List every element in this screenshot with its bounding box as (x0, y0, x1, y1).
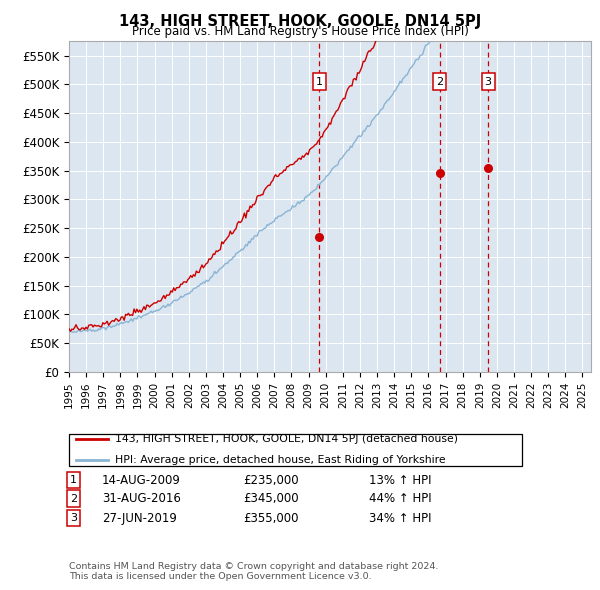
Text: 44% ↑ HPI: 44% ↑ HPI (369, 492, 431, 505)
Text: 2: 2 (70, 494, 77, 503)
Text: 34% ↑ HPI: 34% ↑ HPI (369, 512, 431, 525)
Text: 13% ↑ HPI: 13% ↑ HPI (369, 474, 431, 487)
Text: 3: 3 (70, 513, 77, 523)
Text: 2: 2 (436, 77, 443, 87)
Text: 31-AUG-2016: 31-AUG-2016 (102, 492, 181, 505)
Text: 1: 1 (316, 77, 323, 87)
Text: 14-AUG-2009: 14-AUG-2009 (102, 474, 181, 487)
Text: Price paid vs. HM Land Registry's House Price Index (HPI): Price paid vs. HM Land Registry's House … (131, 25, 469, 38)
Text: £235,000: £235,000 (243, 474, 299, 487)
Text: 143, HIGH STREET, HOOK, GOOLE, DN14 5PJ (detached house): 143, HIGH STREET, HOOK, GOOLE, DN14 5PJ … (115, 434, 458, 444)
Text: £355,000: £355,000 (243, 512, 299, 525)
Text: 27-JUN-2019: 27-JUN-2019 (102, 512, 177, 525)
Text: 1: 1 (70, 476, 77, 485)
Text: Contains HM Land Registry data © Crown copyright and database right 2024.
This d: Contains HM Land Registry data © Crown c… (69, 562, 439, 581)
Text: HPI: Average price, detached house, East Riding of Yorkshire: HPI: Average price, detached house, East… (115, 455, 446, 466)
Text: 3: 3 (485, 77, 491, 87)
Text: £345,000: £345,000 (243, 492, 299, 505)
Text: 143, HIGH STREET, HOOK, GOOLE, DN14 5PJ: 143, HIGH STREET, HOOK, GOOLE, DN14 5PJ (119, 14, 481, 28)
